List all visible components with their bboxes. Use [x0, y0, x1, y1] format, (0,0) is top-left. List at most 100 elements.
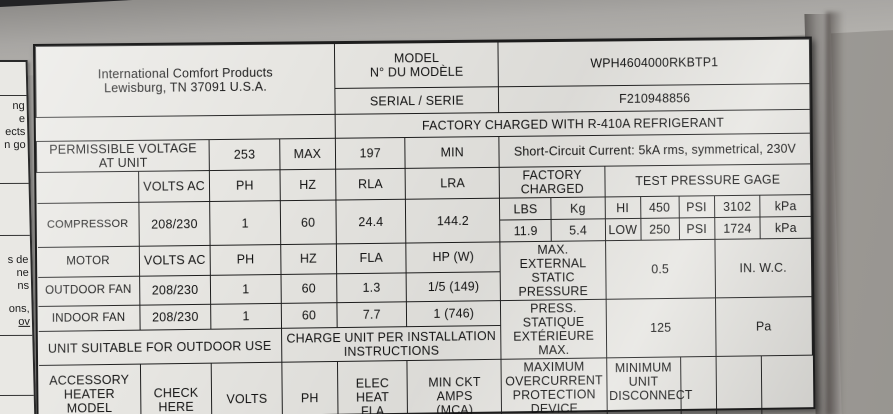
indoor-fan-volts: 208/230 [139, 304, 212, 331]
mocp-line2: OVERCURRENT [505, 373, 603, 389]
permissible-voltage-label: PERMISSIBLE VOLTAGE AT UNIT [36, 139, 210, 173]
outdoor-fan-fla: 1.3 [336, 272, 407, 303]
equipment-data-plate: International Comfort Products Lewisburg… [33, 36, 816, 414]
outdoor-fan-volts: 208/230 [139, 274, 211, 306]
mocp-header: MAXIMUM OVERCURRENT PROTECTION DEVICE (P… [501, 357, 608, 414]
max-ext-static-fr-line2: EXTÉRIEURE MAX. [513, 328, 595, 358]
side-label-line: ects [4, 125, 26, 139]
refrigerant-spacer [36, 114, 336, 142]
header-motor-volts-ac: VOLTS AC [138, 245, 211, 276]
side-label-line: ng [12, 99, 25, 112]
compressor-rla: 24.4 [335, 199, 406, 244]
header-test-pressure-gage: TEST PRESSURE GAGE [604, 163, 811, 197]
max-external-static-label-fr: PRESS. STATIQUE EXTÉRIEURE MAX. [500, 299, 607, 360]
elec-heat-line2: HEAT [356, 390, 390, 405]
side-label-line: ov [18, 315, 31, 328]
static-pressure-pa-unit: Pa [715, 296, 813, 357]
check-here-header: CHECK HERE [139, 363, 213, 414]
value-lbs: 11.9 [500, 219, 552, 242]
max-ext-static-en-line1: MAX. EXTERNAL [519, 242, 587, 272]
side-label-line: ns [17, 279, 30, 292]
panel-edge-shadow [826, 12, 844, 414]
compressor-lra: 144.2 [405, 198, 501, 244]
value-kg: 5.4 [551, 218, 606, 242]
side-label-line: e [18, 112, 26, 125]
mocp-line1: MAXIMUM [523, 359, 585, 375]
indoor-fan-fla: 7.7 [336, 301, 407, 328]
serial-label: SERIAL / SERIE [334, 86, 500, 115]
permissible-voltage-label-line2: AT UNIT [98, 155, 148, 171]
voltage-max-label: MAX [279, 138, 336, 170]
indoor-fan-label: INDOOR FAN [38, 305, 140, 332]
static-pressure-pa-value: 125 [605, 297, 716, 358]
outdoor-fan-hz: 60 [280, 273, 337, 304]
max-external-static-label-en: MAX. EXTERNAL STATIC PRESSURE [500, 240, 606, 301]
min-disconnect-line2: DISCONNECT [609, 387, 693, 404]
header-volts-ac: VOLTS AC [138, 170, 211, 203]
compressor-row-label: COMPRESSOR [37, 202, 139, 248]
check-here-line1: CHECK [153, 385, 199, 401]
max-ext-static-fr-line1: PRESS. STATIQUE [522, 301, 585, 330]
header-motor-ph: PH [210, 244, 281, 275]
elec-heat-line3: FLA [360, 404, 385, 414]
elec-heat-line1: ELEC [355, 376, 390, 391]
indoor-fan-ph: 1 [210, 303, 282, 330]
permissible-voltage-label-line1: PERMISSIBLE VOLTAGE [49, 141, 197, 157]
bottom-extra-col-1 [680, 356, 717, 414]
label-kg: Kg [550, 196, 605, 220]
bottom-extra-col-2 [715, 355, 763, 414]
unit-hi-psi: PSI [678, 195, 715, 218]
unit-hi-kpa: kPa [760, 194, 812, 217]
min-disconnect-line1: MINIMUM UNIT [614, 360, 672, 389]
model-label-fr: N° DU MODÈLE [369, 64, 464, 80]
max-ext-static-en-line2: STATIC PRESSURE [518, 270, 589, 299]
outdoor-fan-ph: 1 [210, 273, 281, 305]
indoor-fan-hz: 60 [280, 302, 338, 329]
outdoor-fan-hp: 1/5 (149) [406, 271, 501, 302]
side-label-line: ons, [8, 302, 30, 315]
mca-line3: (MCA) [436, 402, 474, 414]
label-lbs: LBS [499, 197, 552, 221]
header-hz: HZ [279, 169, 336, 201]
model-value: WPH4604000RKBTP1 [498, 39, 810, 87]
mca-line1: MIN CKT [428, 374, 481, 390]
accessory-header-line2: HEATER MODEL [63, 386, 115, 414]
compressor-volts: 208/230 [138, 201, 211, 247]
model-label: MODEL N° DU MODÈLE [334, 42, 499, 89]
value-hi-psi: 450 [640, 196, 679, 219]
side-label-line: n go [4, 138, 26, 152]
serial-value: F210948856 [498, 83, 811, 113]
value-hi-kpa: 3102 [714, 195, 761, 218]
outdoor-fan-label: OUTDOOR FAN [37, 275, 140, 307]
side-label-line: ne [16, 266, 29, 279]
accessory-header-line1: ACCESSORY [49, 372, 130, 388]
header-ph: PH [209, 169, 280, 202]
static-pressure-in-wc-value: 0.5 [605, 239, 716, 300]
charge-unit-banner: CHARGE UNIT PER INSTALLATION INSTRUCTION… [281, 325, 502, 363]
side-label-line: s de [7, 253, 29, 266]
short-circuit-current: Short-Circuit Current: 5kA rms, symmetri… [499, 133, 811, 168]
value-low-kpa: 1724 [714, 216, 761, 240]
header-lra: LRA [405, 167, 500, 200]
plate-row-bottom-headers: ACCESSORY HEATER MODEL NUMBER CHECK HERE… [38, 355, 814, 414]
header-factory-charged: FACTORY CHARGED [499, 166, 605, 199]
min-disconnect-header: MINIMUM UNIT DISCONNECT [606, 356, 693, 414]
header-spacer [36, 171, 139, 204]
mca-header: MIN CKT AMPS (MCA) [407, 359, 503, 414]
voltage-max-value: 253 [209, 138, 280, 171]
header-motor-fla: FLA [336, 243, 407, 274]
static-pressure-in-wc-unit: IN. W.C. [714, 238, 812, 298]
elec-heat-fla-header: ELEC HEAT FLA [337, 360, 408, 414]
header-motor-hz: HZ [280, 243, 337, 274]
header-motor-hp-w: HP (W) [405, 241, 501, 273]
header-rla: RLA [335, 168, 406, 201]
voltage-min-label: MIN [404, 136, 500, 169]
voltage-min-value: 197 [335, 137, 406, 170]
manufacturer-city: Lewisburg, TN 37091 U.S.A. [104, 79, 267, 96]
unit-low-psi: PSI [678, 217, 715, 240]
compressor-hz: 60 [279, 200, 337, 245]
data-plate-table: International Comfort Products Lewisburg… [35, 39, 814, 414]
plate-row-model: International Comfort Products Lewisburg… [35, 39, 810, 118]
compressor-ph: 1 [210, 200, 281, 246]
